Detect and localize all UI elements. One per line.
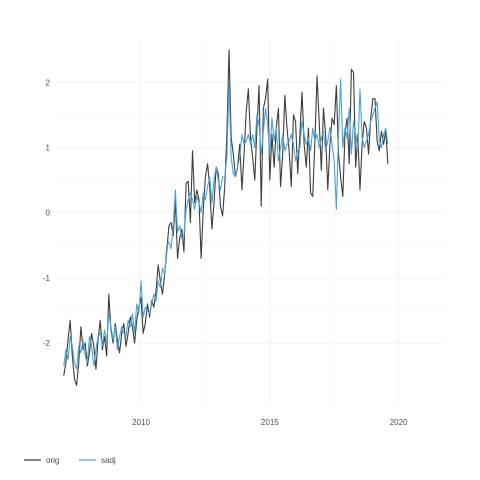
series-layer: [63, 49, 389, 387]
series-line-orig: [63, 49, 389, 387]
y-tick-label: 0: [46, 209, 51, 218]
y-tick-label: -1: [43, 274, 51, 283]
x-tick-label: 2020: [390, 418, 408, 427]
y-tick-label: 1: [46, 144, 51, 153]
series-line-sadj: [63, 78, 389, 370]
x-tick-label: 2015: [261, 418, 279, 427]
x-tick-label: 2010: [132, 418, 150, 427]
legend-label-sadj: sadj: [101, 456, 116, 465]
y-axis-ticks: -2 -1 0 1 2: [43, 78, 51, 348]
legend: orig sadj: [24, 456, 116, 465]
y-tick-label: -2: [43, 339, 51, 348]
y-tick-label: 2: [46, 78, 51, 87]
grid: [56, 40, 445, 405]
legend-label-orig: orig: [46, 456, 59, 465]
x-axis-ticks: 2010 2015 2020: [132, 418, 408, 427]
